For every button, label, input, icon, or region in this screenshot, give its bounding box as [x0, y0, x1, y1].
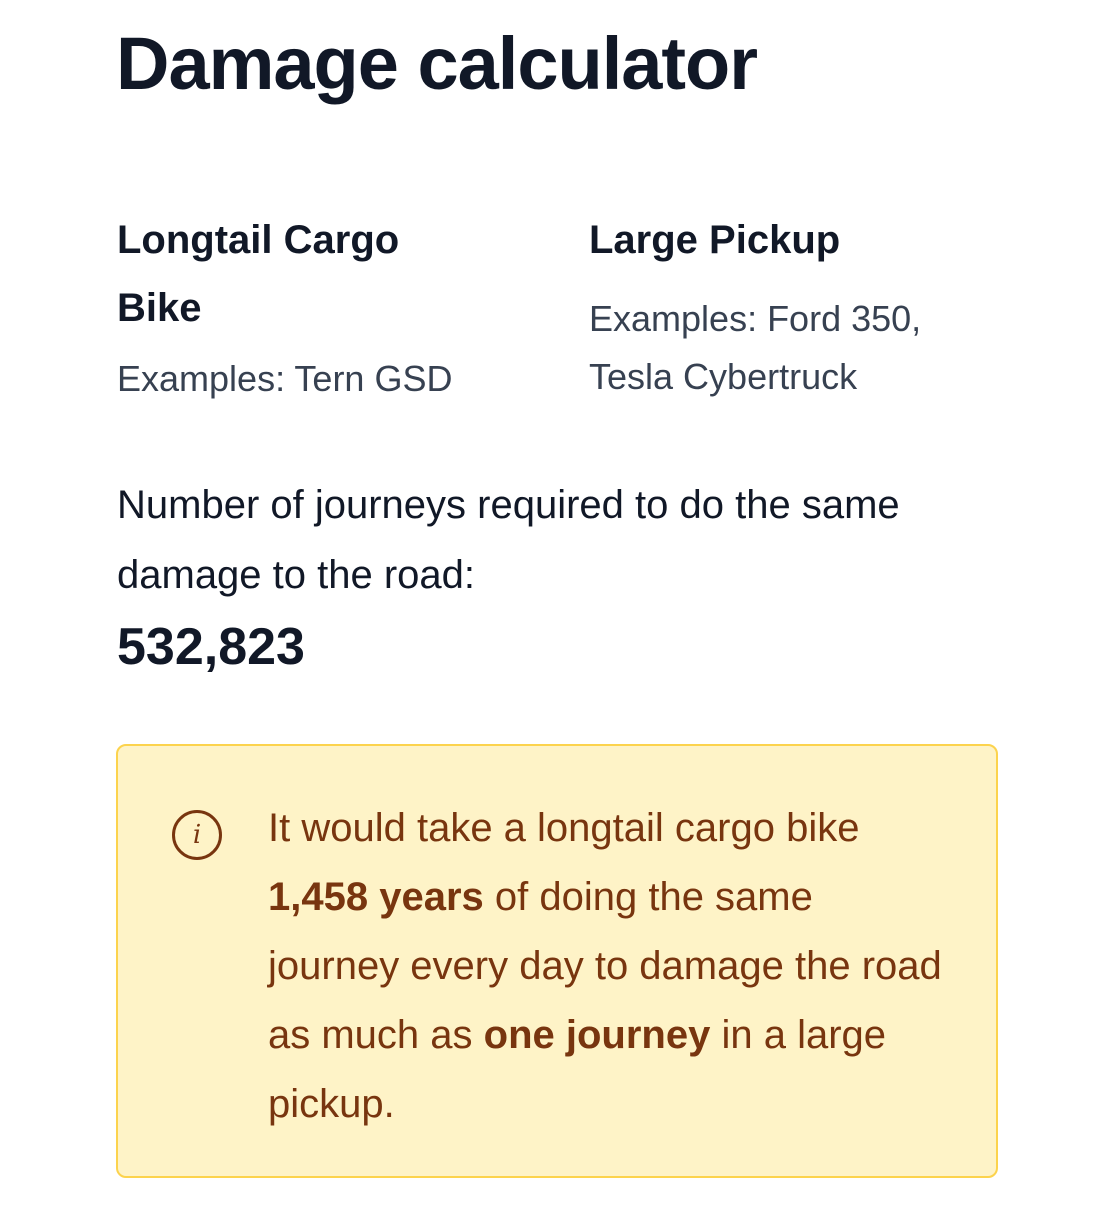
result-value: 532,823	[117, 618, 305, 676]
info-callout-text: It would take a longtail cargo bike 1,45…	[268, 794, 948, 1139]
page-title: Damage calculator	[116, 22, 758, 105]
note-text: in a large pickup.	[268, 1013, 887, 1126]
info-callout: i It would take a longtail cargo bike 1,…	[116, 744, 998, 1178]
note-text: of doing the same journey every day to d…	[268, 875, 942, 1057]
vehicle-examples: Examples: Tern GSD	[117, 358, 453, 399]
note-journey: one journey	[483, 1013, 711, 1057]
vehicle-name: Large Pickup	[589, 218, 841, 262]
result-label: Number of journeys required to do the sa…	[117, 483, 900, 597]
vehicle-examples: Examples: Ford 350, Tesla Cybertruck	[589, 298, 922, 397]
vehicle-name: Longtail Cargo Bike	[117, 218, 400, 330]
note-text: It would take a longtail cargo bike	[268, 806, 860, 850]
info-icon: i	[172, 810, 222, 860]
vehicle-card-bike: Longtail Cargo Bike Examples: Tern GSD	[117, 206, 487, 408]
vehicle-card-pickup: Large Pickup Examples: Ford 350, Tesla C…	[589, 206, 1009, 406]
note-years: 1,458 years	[268, 875, 484, 919]
